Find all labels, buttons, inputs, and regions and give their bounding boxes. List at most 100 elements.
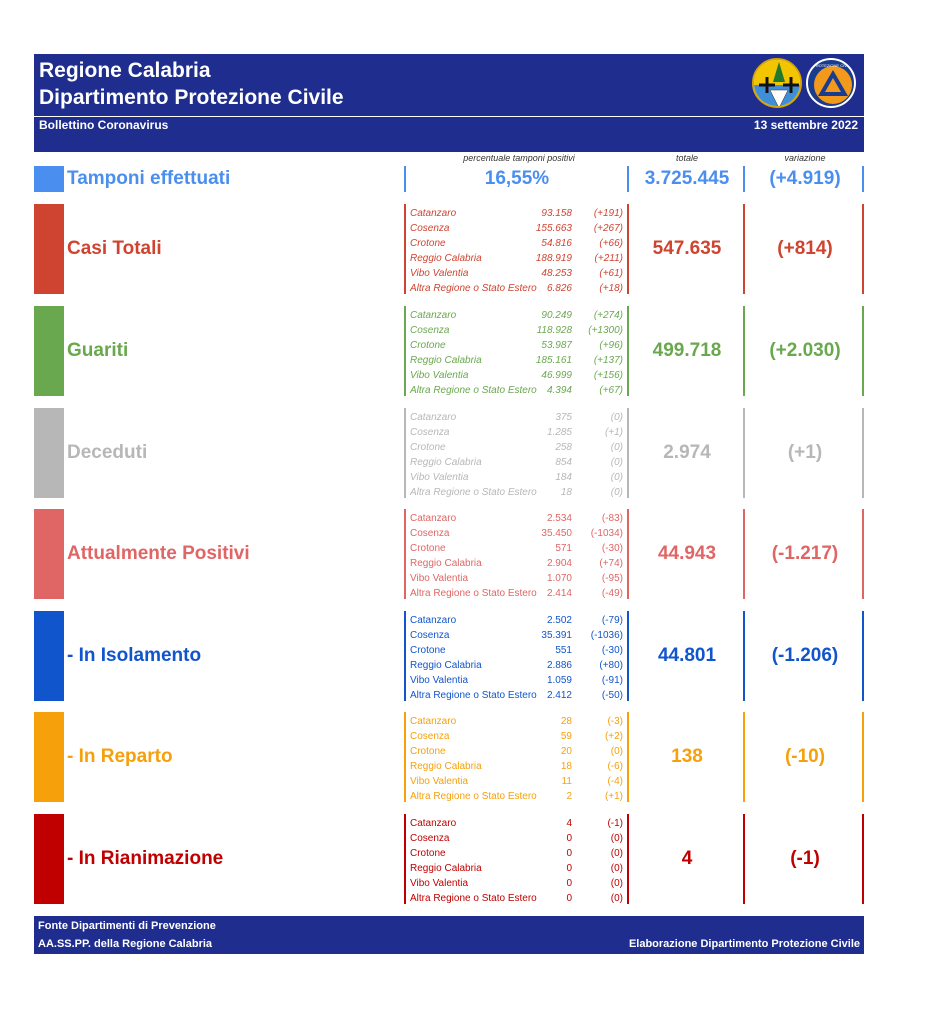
- section-color-block: [34, 509, 64, 599]
- province-name: Crotone: [410, 340, 446, 351]
- section-divider: [627, 306, 629, 396]
- province-value: 90.249: [541, 310, 572, 321]
- section-label: Attualmente Positivi: [67, 543, 250, 564]
- province-value: 35.450: [541, 528, 572, 539]
- section-color-block: [34, 306, 64, 396]
- province-delta: (+67): [599, 385, 623, 396]
- province-value: 0: [566, 848, 572, 859]
- tamponi-divider-left: [404, 166, 406, 192]
- section-divider: [743, 509, 745, 599]
- province-name: Cosenza: [410, 325, 450, 336]
- bulletin-date: 13 settembre 2022: [753, 118, 858, 132]
- province-delta: (+96): [599, 340, 623, 351]
- province-name: Altra Regione o Stato Estero: [410, 487, 537, 498]
- province-row: Vibo Valentia 46.999 (+156): [408, 368, 626, 383]
- province-name: Reggio Calabria: [410, 457, 482, 468]
- section-total: 44.943: [657, 543, 717, 564]
- province-delta: (+274): [593, 310, 623, 321]
- province-value: 185.161: [535, 355, 572, 366]
- province-delta: (+2): [604, 731, 623, 742]
- province-row: Altra Regione o Stato Estero 2.414 (-49): [408, 586, 626, 601]
- section-variation: (+814): [777, 238, 833, 259]
- province-value: 18: [560, 487, 572, 498]
- section-divider: [404, 814, 406, 904]
- bulletin-header: Regione Calabria Dipartimento Protezione…: [34, 54, 864, 152]
- province-row: Reggio Calabria 0 (0): [408, 861, 626, 876]
- section-row: Deceduti Catanzaro 375 (0) Cosenza 1.285 (+1) C…: [34, 408, 864, 498]
- section-divider: [404, 509, 406, 599]
- province-delta: (0): [610, 412, 623, 423]
- province-name: Vibo Valentia: [410, 573, 469, 584]
- protezione-civile-logo: PROTEZIONE CIVILE: [806, 58, 856, 108]
- province-delta: (-30): [601, 543, 623, 554]
- province-list: Catanzaro 2.534 (-83) Cosenza 35.450 (-1034) C…: [408, 511, 626, 601]
- province-name: Cosenza: [410, 427, 450, 438]
- province-name: Catanzaro: [410, 208, 457, 219]
- province-row: Catanzaro 2.502 (-79): [408, 613, 626, 628]
- section-variation: (+1): [787, 442, 823, 463]
- section-divider: [743, 204, 745, 294]
- section-divider: [404, 611, 406, 701]
- section-divider: [862, 204, 864, 294]
- province-delta: (-95): [601, 573, 623, 584]
- province-value: 28: [560, 716, 572, 727]
- province-name: Cosenza: [410, 630, 450, 641]
- section-divider: [404, 408, 406, 498]
- province-list: Catanzaro 4 (-1) Cosenza 0 (0) Crotone 0 (0) Regg…: [408, 816, 626, 906]
- province-delta: (+74): [599, 558, 623, 569]
- province-delta: (+156): [593, 370, 623, 381]
- tamponi-total: 3.725.445: [644, 168, 730, 189]
- section-divider: [862, 814, 864, 904]
- province-name: Vibo Valentia: [410, 878, 469, 889]
- province-value: 0: [566, 878, 572, 889]
- province-delta: (-91): [601, 675, 623, 686]
- section-divider: [743, 712, 745, 802]
- province-value: 0: [566, 863, 572, 874]
- tamponi-divider-mid: [627, 166, 629, 192]
- section-color-block: [34, 204, 64, 294]
- province-row: Reggio Calabria 185.161 (+137): [408, 353, 626, 368]
- province-row: Crotone 20 (0): [408, 744, 626, 759]
- province-value: 6.826: [546, 283, 572, 294]
- section-divider: [627, 509, 629, 599]
- province-row: Catanzaro 90.249 (+274): [408, 308, 626, 323]
- province-row: Vibo Valentia 1.070 (-95): [408, 571, 626, 586]
- province-row: Altra Regione o Stato Estero 0 (0): [408, 891, 626, 906]
- province-row: Vibo Valentia 11 (-4): [408, 774, 626, 789]
- province-delta: (-30): [601, 645, 623, 656]
- section-total: 44.801: [657, 645, 717, 666]
- province-name: Crotone: [410, 238, 446, 249]
- province-delta: (+1): [604, 427, 623, 438]
- section-variation: (-1): [790, 848, 820, 869]
- province-delta: (0): [610, 848, 623, 859]
- province-name: Cosenza: [410, 731, 450, 742]
- province-delta: (-4): [607, 776, 623, 787]
- province-row: Vibo Valentia 184 (0): [408, 470, 626, 485]
- section-divider: [862, 509, 864, 599]
- province-value: 2.502: [546, 615, 572, 626]
- province-row: Vibo Valentia 48.253 (+61): [408, 266, 626, 281]
- province-row: Cosenza 59 (+2): [408, 729, 626, 744]
- province-name: Catanzaro: [410, 818, 457, 829]
- province-value: 11: [561, 776, 572, 787]
- province-delta: (0): [610, 893, 623, 904]
- tamponi-divider-right: [743, 166, 745, 192]
- province-value: 118.928: [536, 325, 572, 336]
- section-divider: [862, 306, 864, 396]
- column-header-total: totale: [675, 153, 699, 163]
- section-label: Guariti: [67, 340, 129, 361]
- province-value: 184: [555, 472, 572, 483]
- province-delta: (+18): [599, 283, 623, 294]
- province-name: Catanzaro: [410, 513, 457, 524]
- footer-credit: Elaborazione Dipartimento Protezione Civ…: [628, 938, 860, 950]
- province-delta: (-50): [601, 690, 623, 701]
- province-delta: (+137): [593, 355, 623, 366]
- province-name: Vibo Valentia: [410, 370, 469, 381]
- section-row: Guariti Catanzaro 90.249 (+274) Cosenza 118.9…: [34, 306, 864, 396]
- province-row: Reggio Calabria 854 (0): [408, 455, 626, 470]
- province-value: 571: [555, 543, 572, 554]
- province-name: Catanzaro: [410, 412, 457, 423]
- province-row: Cosenza 35.450 (-1034): [408, 526, 626, 541]
- section-row: Casi Totali Catanzaro 93.158 (+191) Cosenza 1…: [34, 204, 864, 294]
- province-name: Catanzaro: [410, 716, 457, 727]
